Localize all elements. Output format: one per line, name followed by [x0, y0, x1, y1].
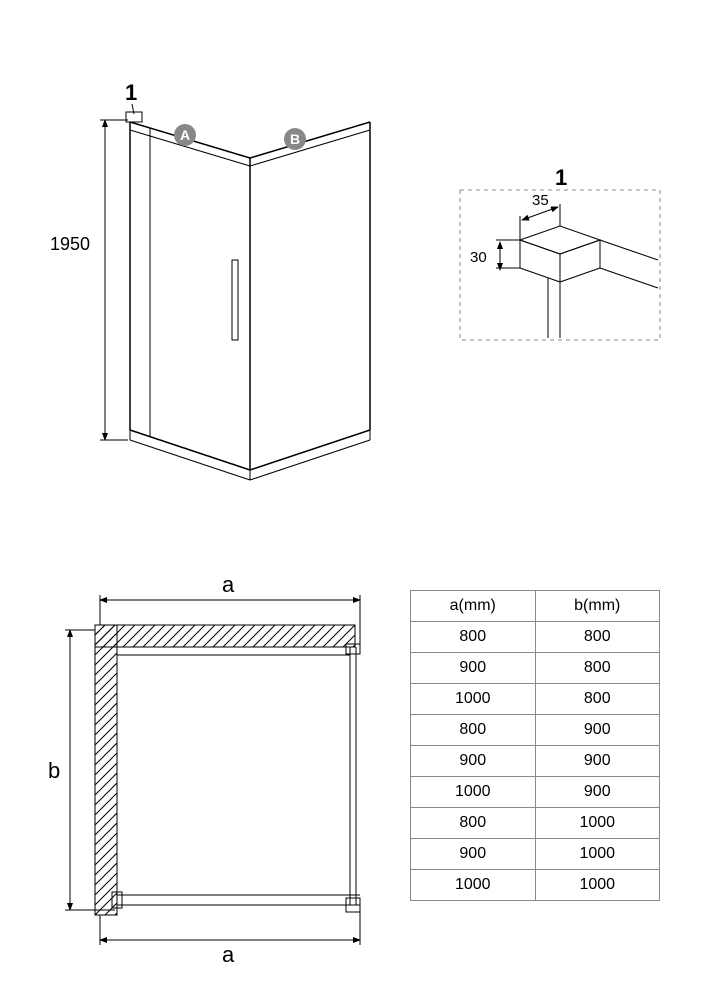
iso-view: 1950 1 A B	[50, 80, 370, 480]
dimension-table: a(mm) b(mm) 8008009008001000800800900900…	[410, 590, 660, 901]
col-a-header: a(mm)	[411, 591, 536, 622]
col-b-header: b(mm)	[535, 591, 660, 622]
height-label: 1950	[50, 234, 90, 254]
table-row: 10001000	[411, 870, 660, 901]
spec-drawing: 1950 1 A B 1 35	[0, 0, 707, 1000]
callout-1: 1	[125, 80, 137, 105]
table-row: 800800	[411, 622, 660, 653]
table-row: 900900	[411, 746, 660, 777]
table-row: 800900	[411, 715, 660, 746]
plan-view: a a b	[48, 572, 360, 967]
table-row: 1000800	[411, 684, 660, 715]
plan-dim-a-top: a	[222, 572, 235, 597]
plan-dim-b: b	[48, 758, 60, 783]
svg-text:A: A	[180, 127, 190, 143]
table-row: 8001000	[411, 808, 660, 839]
table-row: 9001000	[411, 839, 660, 870]
detail-dim-w: 35	[532, 192, 549, 209]
detail-dim-h: 30	[470, 249, 487, 266]
plan-dim-a-bottom: a	[222, 942, 235, 967]
detail-1: 1 35 30	[460, 165, 660, 340]
detail-1-label: 1	[555, 165, 567, 190]
table-row: 900800	[411, 653, 660, 684]
svg-text:B: B	[290, 131, 300, 147]
table-row: 1000900	[411, 777, 660, 808]
